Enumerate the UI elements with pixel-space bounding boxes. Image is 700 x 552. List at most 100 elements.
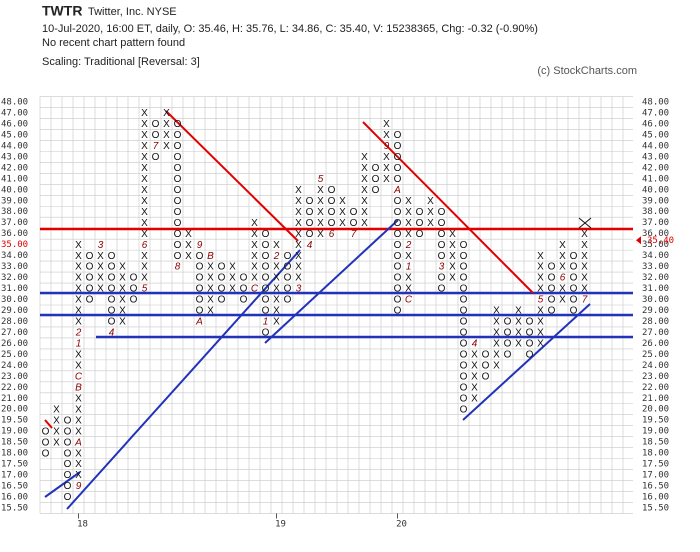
box-symbol: X [559,251,566,262]
ticker: TWTR [42,3,82,19]
month-marker: 2 [273,251,280,262]
y-tick-label: 24.00 [1,361,28,371]
y-tick-label: 17.00 [1,471,28,481]
y-tick-label-right: 28.00 [642,317,669,327]
box-symbol: O [438,273,446,284]
y-tick-label: 25.00 [1,350,28,360]
box-symbol: X [97,284,104,295]
y-tick-label: 18.00 [1,449,28,459]
box-symbol: X [471,360,478,371]
box-symbol: O [504,339,512,350]
box-symbol: X [141,141,148,152]
month-marker: 6 [142,240,148,251]
box-symbol: X [141,196,148,207]
box-symbol: X [581,262,588,273]
y-tick-label-right: 22.00 [642,383,669,393]
reversal-marker [578,217,592,229]
pnf-column: XXX [339,196,346,229]
box-symbol: O [460,317,468,328]
box-symbol: X [537,328,544,339]
month-marker: A [195,317,203,328]
box-symbol: O [262,240,270,251]
box-symbol: X [295,262,302,273]
y-tick-label: 41.00 [1,174,28,184]
box-symbol: X [581,284,588,295]
y-tick-label-right: 25.00 [642,350,669,360]
month-marker: 7 [351,229,357,240]
box-symbol: O [460,262,468,273]
box-symbol: X [559,284,566,295]
box-symbol: X [75,415,82,426]
y-tick-label-right: 37.00 [642,218,669,228]
box-symbol: X [317,229,324,240]
y-tick-label-right: 18.00 [642,449,669,459]
pnf-column: OOO [240,273,248,306]
box-symbol: O [174,163,182,174]
box-symbol: X [405,218,412,229]
box-symbol: X [449,273,456,284]
box-symbol: O [174,119,182,130]
box-symbol: X [141,273,148,284]
pnf-column: OOO [42,426,50,459]
box-symbol: O [240,284,248,295]
box-symbol: O [240,273,248,284]
y-tick-label: 23.00 [1,372,28,382]
box-symbol: X [559,262,566,273]
box-symbol: O [394,218,402,229]
box-symbol: O [64,415,72,426]
box-symbol: O [174,240,182,251]
box-symbol: X [141,185,148,196]
box-symbol: X [75,306,82,317]
box-symbol: X [53,415,60,426]
box-symbol: X [339,196,346,207]
box-symbol: X [515,306,522,317]
y-tick-label: 30.00 [1,295,28,305]
box-symbol: X [75,360,82,371]
y-tick-label: 27.00 [1,328,28,338]
box-symbol: O [42,448,50,459]
box-symbol: O [284,284,292,295]
box-symbol: O [218,273,226,284]
y-tick-label: 22.00 [1,383,28,393]
box-symbol: X [75,251,82,262]
box-symbol: O [548,262,556,273]
box-symbol: X [273,273,280,284]
box-symbol: X [75,273,82,284]
box-symbol: X [251,262,258,273]
y-tick-label-right: 35.00 [642,240,669,250]
box-symbol: O [174,196,182,207]
box-symbol: X [97,262,104,273]
y-tick-label: 36.00 [1,229,28,239]
box-symbol: O [108,284,116,295]
box-symbol: O [438,284,446,295]
month-marker: C [405,295,413,306]
box-symbol: O [526,328,534,339]
box-symbol: O [174,207,182,218]
box-symbol: O [548,306,556,317]
pnf-column: OOO [416,207,424,240]
box-symbol: X [471,371,478,382]
box-symbol: X [185,229,192,240]
box-symbol: X [141,152,148,163]
box-symbol: X [75,262,82,273]
box-symbol: O [328,196,336,207]
box-symbol: O [196,295,204,306]
box-symbol: O [438,240,446,251]
box-symbol: O [196,251,204,262]
box-symbol: X [163,141,170,152]
box-symbol: X [75,470,82,481]
y-tick-label-right: 17.00 [642,471,669,481]
month-marker: 5 [318,174,324,185]
month-marker: 7 [153,141,159,152]
box-symbol: X [427,196,434,207]
month-marker: 9 [76,481,82,492]
box-symbol: O [262,328,270,339]
pnf-column: XXX [185,229,192,262]
box-symbol: X [361,196,368,207]
box-symbol: O [174,141,182,152]
box-symbol: X [141,174,148,185]
box-symbol: O [86,251,94,262]
